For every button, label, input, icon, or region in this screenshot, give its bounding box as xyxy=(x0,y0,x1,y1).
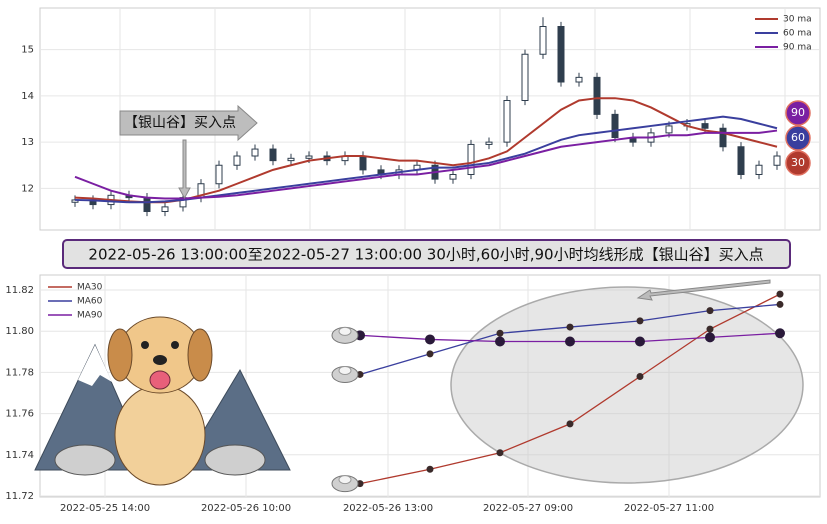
x-tick-label: 2022-05-27 09:00 xyxy=(483,503,573,514)
annotation-pointer xyxy=(178,139,191,200)
candle-body xyxy=(143,197,151,212)
badge-label: 60 xyxy=(791,131,805,144)
candle-body xyxy=(233,155,241,166)
dog-eye xyxy=(171,341,179,349)
point xyxy=(425,334,435,345)
candle-body xyxy=(755,164,763,175)
point xyxy=(635,336,645,347)
x-tick-label: 2022-05-27 11:00 xyxy=(624,503,714,514)
point xyxy=(565,336,575,347)
candle-body xyxy=(719,127,727,148)
ingot xyxy=(204,444,266,476)
badge-label: 90 xyxy=(791,106,805,119)
banner xyxy=(62,239,791,269)
point xyxy=(775,328,785,339)
legend-label: 90 ma xyxy=(783,43,812,53)
candle-body xyxy=(593,76,601,115)
bottom-chart: 2022-05-25 14:00 2022-05-26 10:00 2022-05-… xyxy=(5,275,820,514)
badge xyxy=(785,100,811,126)
dog-ear xyxy=(107,328,133,382)
ma-line xyxy=(74,129,778,200)
point xyxy=(495,336,505,347)
candle-body xyxy=(539,26,547,55)
point xyxy=(356,370,364,378)
y-tick-label: 11.78 xyxy=(5,367,34,378)
legend-label: MA60 xyxy=(77,297,103,307)
point xyxy=(356,480,364,488)
badge-label: 30 xyxy=(791,156,805,169)
candle-body xyxy=(467,143,475,175)
candle-body xyxy=(287,157,295,162)
pointer-arrow xyxy=(636,279,771,301)
legend-label: 60 ma xyxy=(783,29,812,39)
candle-body xyxy=(611,113,619,138)
candle-body xyxy=(359,155,367,171)
candle-body xyxy=(503,100,511,143)
point xyxy=(705,332,715,343)
dog-eye xyxy=(141,341,149,349)
point xyxy=(636,373,644,381)
y-tick-label: 11.74 xyxy=(5,450,34,461)
legend-label: MA30 xyxy=(77,283,103,293)
ingot xyxy=(54,444,116,476)
top-chart: 12 13 14 15 30 ma 60 ma 90 ma 【银山谷】买入点 90 60 30 xyxy=(21,15,820,217)
point xyxy=(566,323,574,331)
ingot-icon-top xyxy=(338,365,352,375)
candle-body xyxy=(665,125,673,134)
point xyxy=(776,290,784,298)
point xyxy=(706,325,714,333)
y-tick-label: 14 xyxy=(21,91,34,102)
point xyxy=(496,449,504,457)
badge xyxy=(785,150,811,176)
candle-body xyxy=(737,146,745,175)
y-tick-label: 11.72 xyxy=(5,491,34,502)
dog-body xyxy=(114,384,206,486)
dog-nose xyxy=(153,355,167,365)
x-tick-label: 2022-05-25 14:00 xyxy=(60,503,150,514)
mountain-snow xyxy=(78,345,112,386)
point xyxy=(496,329,504,337)
y-tick-label: 11.76 xyxy=(5,409,34,420)
x-tick-label: 2022-05-26 10:00 xyxy=(201,503,291,514)
dog-ear xyxy=(187,328,213,382)
point xyxy=(566,420,574,428)
candle-body xyxy=(485,141,493,145)
ingot-icon-top xyxy=(338,326,352,336)
x-tick-label: 2022-05-26 13:00 xyxy=(343,503,433,514)
banner-text: 2022-05-26 13:00:00至2022-05-27 13:00:00 … xyxy=(88,246,763,264)
y-tick-label: 11.80 xyxy=(5,326,34,337)
candle-body xyxy=(557,26,565,83)
candle-body xyxy=(269,148,277,162)
y-tick-label: 11.82 xyxy=(5,285,34,296)
legend-label: MA90 xyxy=(77,311,103,321)
candle-body xyxy=(161,206,169,212)
candle-body xyxy=(701,123,709,129)
dog-tongue xyxy=(149,370,171,390)
candle-body xyxy=(773,155,781,166)
point xyxy=(426,465,434,473)
ingot-icon-top xyxy=(338,475,352,485)
badge xyxy=(785,125,811,151)
point xyxy=(776,300,784,308)
legend-label: 30 ma xyxy=(783,15,812,25)
annotation-text: 【银山谷】买入点 xyxy=(124,115,236,131)
candle-body xyxy=(215,164,223,185)
point xyxy=(426,350,434,358)
candle-body xyxy=(521,53,529,101)
candle-body xyxy=(305,155,313,159)
annotation-arrow-box xyxy=(119,104,258,142)
y-tick-label: 12 xyxy=(21,183,34,194)
y-tick-label: 13 xyxy=(21,137,34,148)
candle-body xyxy=(575,76,583,83)
candle-body xyxy=(449,174,457,180)
point xyxy=(636,317,644,325)
y-tick-label: 15 xyxy=(21,45,34,56)
point xyxy=(706,307,714,315)
candle-body xyxy=(251,148,259,157)
